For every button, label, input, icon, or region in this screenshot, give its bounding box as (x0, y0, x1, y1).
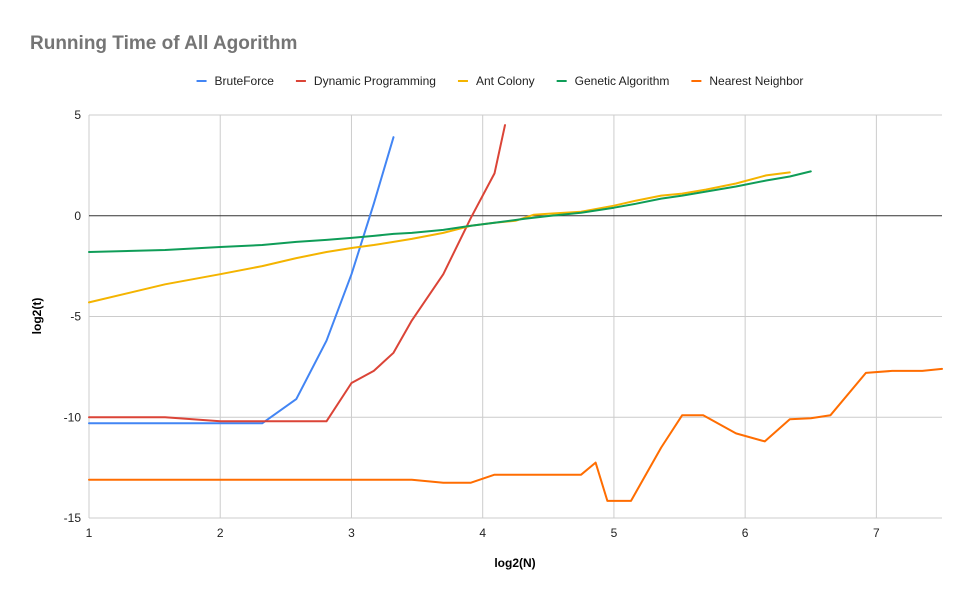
legend-label-bruteforce: BruteForce (215, 74, 275, 88)
y-axis-title: log2(t) (30, 298, 44, 335)
x-tick-label: 3 (348, 526, 355, 540)
x-tick-label: 4 (479, 526, 486, 540)
series-line-genetic-algorithm (88, 170, 812, 253)
x-tick-label: 7 (873, 526, 880, 540)
legend-label-nearest-neighbor: Nearest Neighbor (709, 74, 803, 88)
x-tick-label: 2 (217, 526, 224, 540)
legend-label-ant-colony: Ant Colony (476, 74, 535, 88)
legend-label-dynamic-programming: Dynamic Programming (314, 74, 436, 88)
y-axis-ticks: 5 0 -5 -10 -15 (64, 108, 82, 525)
gridlines (88, 114, 942, 519)
y-tick-label: 5 (74, 108, 81, 122)
x-axis-title: log2(N) (494, 556, 535, 570)
x-tick-label: 5 (611, 526, 618, 540)
legend: BruteForce Dynamic Programming Ant Colony G… (196, 74, 803, 88)
series-lines (88, 124, 943, 502)
y-tick-label: -5 (70, 310, 81, 324)
x-tick-label: 1 (86, 526, 93, 540)
x-tick-label: 6 (742, 526, 749, 540)
x-axis-ticks: 1 2 3 4 5 6 7 (86, 526, 880, 540)
series-line-nearest-neighbor (88, 367, 943, 502)
legend-label-genetic-algorithm: Genetic Algorithm (575, 74, 670, 88)
series-line-bruteforce (88, 136, 395, 425)
y-tick-label: -15 (64, 511, 82, 525)
y-tick-label: -10 (64, 410, 82, 424)
chart-title: Running Time of All Agorithm (30, 33, 297, 54)
y-tick-label: 0 (74, 209, 81, 223)
